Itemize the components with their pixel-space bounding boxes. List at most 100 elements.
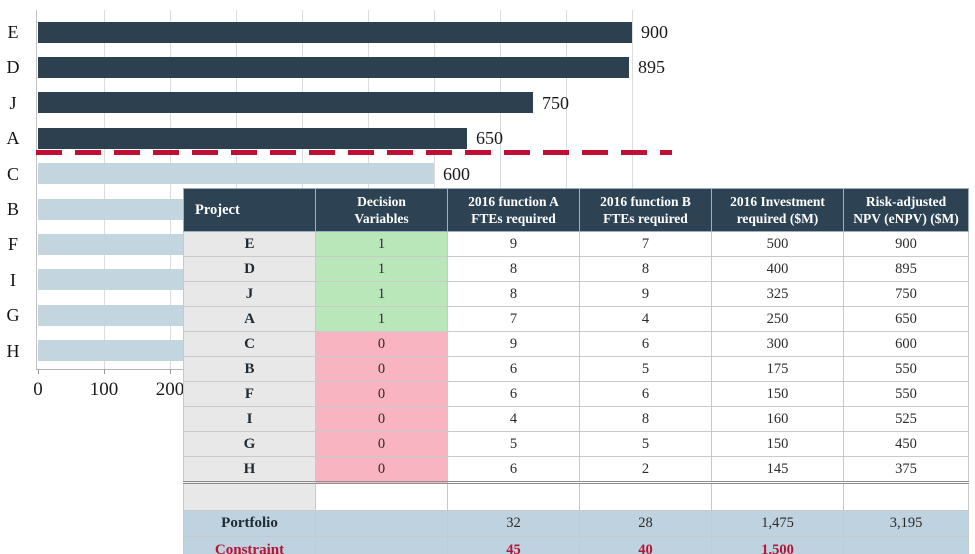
decision-cell: 1 <box>315 306 448 332</box>
npv-cell: 550 <box>843 381 969 407</box>
fte_b-cell: 2 <box>579 456 712 483</box>
header-cell-2: 2016 function A FTEs required <box>447 188 580 232</box>
value-label-D: 895 <box>638 57 665 78</box>
fte_b-cell: 9 <box>579 281 712 307</box>
project-cell: J <box>183 281 316 307</box>
header-cell-4: 2016 Investment required ($M) <box>711 188 844 232</box>
fte_b-cell: 8 <box>579 406 712 432</box>
investment-cell: 300 <box>711 331 844 357</box>
investment-cell: 325 <box>711 281 844 307</box>
npv-cell: 650 <box>843 306 969 332</box>
decision-cell: 1 <box>315 281 448 307</box>
table-row-I: I 0 4 8 160 525 <box>183 406 969 432</box>
bar-J <box>38 92 533 114</box>
decision-cell: 0 <box>315 431 448 457</box>
investment-cell: 250 <box>711 306 844 332</box>
chart-gridline <box>170 10 171 369</box>
table-header: Project Decision Variables 2016 function A… <box>183 188 969 232</box>
fte_a-cell: 6 <box>447 456 580 483</box>
table-row-B: B 0 6 5 175 550 <box>183 356 969 382</box>
npv-cell: 450 <box>843 431 969 457</box>
value-label-J: 750 <box>542 92 569 113</box>
npv-cell: 600 <box>843 331 969 357</box>
decision-cell: 0 <box>315 406 448 432</box>
x-axis-tick-label: 100 <box>89 379 119 400</box>
project-table: Project Decision Variables 2016 function A… <box>183 188 969 554</box>
decision-cell: 1 <box>315 231 448 257</box>
x-axis-tick <box>104 369 105 374</box>
category-label-I: I <box>10 269 16 290</box>
category-label-G: G <box>6 305 20 326</box>
fte_a-cell: 7 <box>447 306 580 332</box>
project-cell: F <box>183 381 316 407</box>
investment-cell: 150 <box>711 381 844 407</box>
project-cell: A <box>183 306 316 332</box>
spacer-cell <box>579 481 712 511</box>
bar-A <box>38 127 467 149</box>
cutoff-dashed-line <box>36 150 672 155</box>
fte_b-cell: 7 <box>579 231 712 257</box>
portfolio-decision-cell <box>315 510 448 537</box>
spacer-cell <box>843 481 969 511</box>
x-axis-tick-label: 200 <box>155 379 185 400</box>
fte_a-cell: 9 <box>447 231 580 257</box>
investment-cell: 175 <box>711 356 844 382</box>
portfolio-investment-cell: 1,475 <box>711 510 844 537</box>
category-label-D: D <box>6 57 20 78</box>
spacer-cell <box>315 481 448 511</box>
category-label-E: E <box>7 22 19 42</box>
investment-cell: 145 <box>711 456 844 483</box>
constraint-decision-cell <box>315 536 448 554</box>
x-axis-tick <box>38 369 39 374</box>
category-label-A: A <box>6 128 20 149</box>
spacer-cell <box>183 481 316 511</box>
bar-D <box>38 56 629 78</box>
header-cell-3: 2016 function B FTEs required <box>579 188 712 232</box>
decision-cell: 0 <box>315 331 448 357</box>
value-label-C: 600 <box>443 163 470 184</box>
decision-cell: 1 <box>315 256 448 282</box>
project-cell: I <box>183 406 316 432</box>
fte_b-cell: 8 <box>579 256 712 282</box>
fte_b-cell: 6 <box>579 331 712 357</box>
portfolio-label-cell: Portfolio <box>183 510 316 537</box>
header-cell-0: Project <box>183 188 316 232</box>
portfolio-fte_b-cell: 28 <box>579 510 712 537</box>
fte_b-cell: 5 <box>579 356 712 382</box>
category-label-B: B <box>6 199 19 219</box>
value-label-E: 900 <box>641 22 668 42</box>
fte_a-cell: 4 <box>447 406 580 432</box>
table-row-E: E 1 9 7 500 900 <box>183 231 969 257</box>
investment-cell: 160 <box>711 406 844 432</box>
decision-cell: 0 <box>315 356 448 382</box>
table-row-J: J 1 8 9 325 750 <box>183 281 969 307</box>
chart-gridline <box>104 10 105 369</box>
fte_a-cell: 5 <box>447 431 580 457</box>
project-cell: C <box>183 331 316 357</box>
constraint-fte_b-cell: 40 <box>579 536 712 554</box>
bar-C <box>38 163 434 185</box>
portfolio-fte_a-cell: 32 <box>447 510 580 537</box>
category-label-J: J <box>9 92 17 113</box>
spacer-row <box>183 481 969 511</box>
constraint-fte_a-cell: 45 <box>447 536 580 554</box>
project-cell: E <box>183 231 316 257</box>
category-label-F: F <box>7 234 18 255</box>
table-row-A: A 1 7 4 250 650 <box>183 306 969 332</box>
fte_a-cell: 6 <box>447 356 580 382</box>
portfolio-row: Portfolio 32 28 1,475 3,195 <box>183 510 969 537</box>
x-axis-tick-label: 0 <box>33 379 43 400</box>
category-label-C: C <box>6 163 19 184</box>
npv-cell: 550 <box>843 356 969 382</box>
constraint-row: Constraint 45 40 1,500 <box>183 536 969 554</box>
fte_a-cell: 9 <box>447 331 580 357</box>
fte_b-cell: 5 <box>579 431 712 457</box>
npv-cell: 750 <box>843 281 969 307</box>
table-row-H: H 0 6 2 145 375 <box>183 456 969 483</box>
fte_a-cell: 8 <box>447 281 580 307</box>
project-table-wrap: Project Decision Variables 2016 function A… <box>183 188 969 554</box>
decision-cell: 0 <box>315 381 448 407</box>
value-label-A: 650 <box>476 128 503 149</box>
constraint-npv-cell <box>843 536 969 554</box>
